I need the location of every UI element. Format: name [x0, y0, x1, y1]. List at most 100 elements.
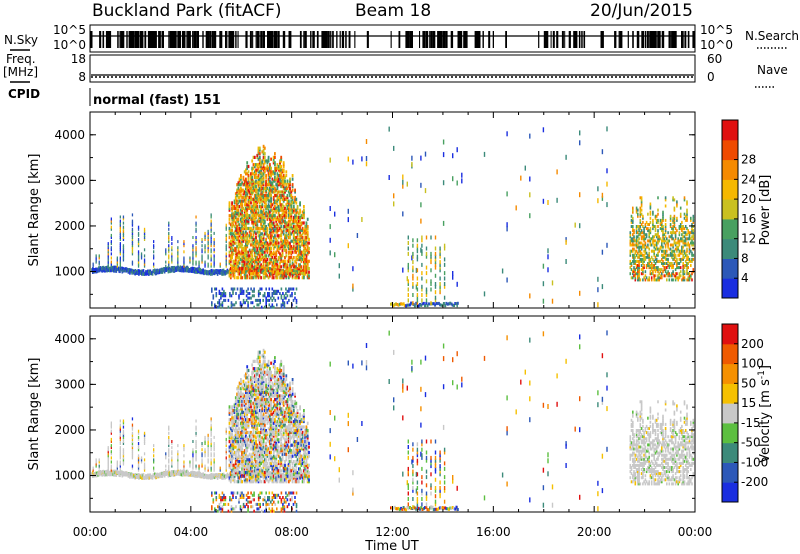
power-cell	[659, 247, 662, 251]
power-cell	[682, 274, 684, 278]
power-cell	[303, 208, 305, 212]
power-cell	[234, 265, 237, 269]
power-cell	[686, 233, 688, 237]
power-cell	[241, 203, 243, 207]
power-cell	[274, 179, 276, 183]
power-cell	[137, 250, 140, 254]
power-cell	[281, 239, 284, 243]
power-cell	[290, 201, 293, 205]
power-cell	[271, 303, 274, 307]
nsky-bar	[277, 31, 279, 48]
power-cell	[652, 270, 654, 274]
power-cell	[672, 231, 674, 235]
power-cell	[255, 197, 257, 201]
power-cell	[274, 155, 276, 159]
power-cell	[261, 252, 264, 256]
power-cell	[271, 177, 274, 181]
nsky-label: N.Sky	[4, 33, 38, 47]
power-cell	[672, 257, 674, 261]
power-cell	[676, 257, 678, 261]
freq-tick-bottom: 8	[78, 70, 86, 84]
power-cell	[262, 234, 265, 238]
power-cell	[272, 217, 275, 221]
power-cell	[678, 257, 681, 261]
power-cell	[245, 226, 247, 231]
power-cell	[265, 243, 267, 247]
power-cell	[420, 303, 423, 307]
power-cell	[261, 212, 264, 216]
power-cell	[131, 244, 134, 248]
power-cell	[661, 253, 663, 257]
power-cell	[245, 186, 247, 190]
power-cell	[252, 223, 255, 227]
power-cell	[122, 229, 125, 233]
power-cell	[687, 237, 689, 241]
power-cell	[251, 254, 254, 258]
power-cell	[397, 303, 400, 307]
power-cell	[658, 276, 660, 280]
power-cell	[221, 305, 224, 309]
power-cell	[257, 157, 260, 161]
power-cell	[653, 249, 655, 253]
power-cell	[210, 262, 212, 266]
power-cell	[305, 243, 308, 247]
power-cell	[668, 239, 671, 243]
power-cell	[263, 197, 266, 201]
power-cell	[260, 208, 262, 212]
power-cell	[301, 257, 304, 262]
power-cell	[119, 227, 121, 231]
power-cell	[308, 241, 310, 245]
power-cell	[296, 228, 299, 232]
power-cell	[267, 168, 270, 172]
power-cell	[676, 241, 678, 245]
power-cell	[289, 250, 291, 254]
power-cell	[271, 252, 274, 256]
power-cell	[258, 201, 261, 205]
power-cell	[286, 245, 289, 249]
power-cell	[225, 227, 227, 231]
power-cell	[246, 194, 249, 198]
power-cell	[277, 197, 280, 201]
power-cell	[298, 250, 300, 254]
power-cell	[270, 205, 272, 209]
power-cell	[228, 259, 231, 263]
power-cell	[686, 278, 688, 282]
power-cell	[291, 263, 294, 267]
power-cell	[292, 241, 295, 245]
power-cell	[276, 208, 279, 212]
power-cell	[257, 292, 260, 295]
power-cell	[284, 241, 286, 245]
power-cell	[270, 234, 272, 238]
nsky-bar	[475, 31, 478, 48]
power-cell	[654, 229, 657, 233]
power-cell	[633, 235, 635, 239]
power-cell	[281, 197, 284, 201]
power-cell	[153, 256, 155, 260]
power-cell	[183, 242, 185, 246]
nsky-bar	[154, 31, 157, 48]
power-cell	[412, 265, 414, 270]
power-cell	[251, 257, 254, 262]
power-cell	[228, 208, 231, 212]
power-cell	[275, 254, 278, 258]
power-cell	[295, 246, 298, 251]
power-cell	[434, 282, 437, 286]
power-cell	[683, 266, 686, 270]
power-cell	[266, 226, 269, 231]
power-cell	[301, 254, 304, 258]
power-cell	[253, 274, 256, 278]
power-cell	[282, 265, 285, 269]
power-cell	[269, 194, 271, 198]
power-cell	[647, 245, 649, 249]
power-cell	[296, 223, 299, 227]
power-cell	[243, 170, 246, 174]
power-cell	[236, 287, 239, 291]
power-cell	[292, 217, 295, 221]
power-cell	[638, 227, 640, 231]
power-cell	[233, 263, 236, 267]
power-cell	[440, 303, 443, 307]
power-cell	[276, 239, 279, 243]
power-cell	[664, 229, 667, 233]
power-cell	[258, 219, 261, 223]
power-cell	[119, 215, 121, 219]
